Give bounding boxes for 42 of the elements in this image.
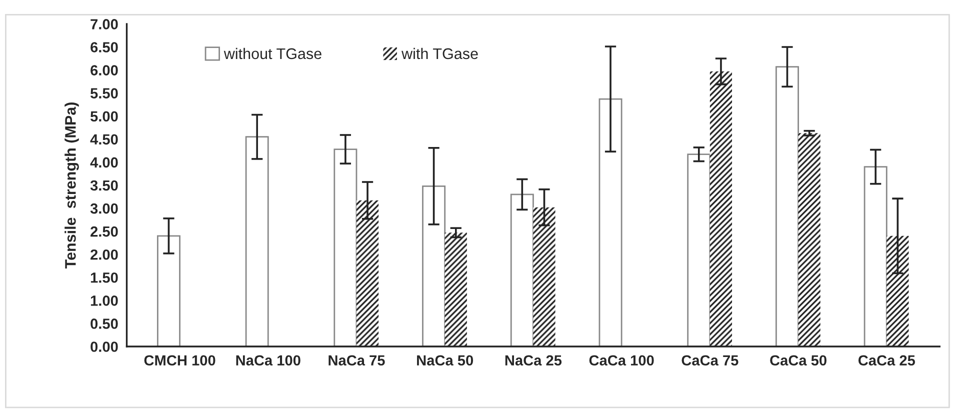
bar bbox=[886, 236, 909, 346]
y-axis-title: Tensile strength (MPa) bbox=[64, 102, 79, 269]
y-tick-label: 4.50 bbox=[90, 134, 118, 145]
y-tick-label: 4.00 bbox=[90, 157, 118, 168]
y-tick-label: 2.50 bbox=[90, 226, 118, 237]
y-tick-label: 1.00 bbox=[90, 296, 118, 306]
bar bbox=[710, 71, 732, 346]
x-tick-label: NaCa 100 bbox=[236, 355, 300, 366]
x-tick-label: CaCa 75 bbox=[682, 355, 738, 366]
y-tick-label: 7.00 bbox=[90, 19, 118, 30]
bar bbox=[776, 66, 799, 346]
bar bbox=[334, 148, 358, 346]
x-tick-label: CaCa 50 bbox=[770, 355, 826, 366]
bar bbox=[245, 136, 269, 346]
bar bbox=[798, 133, 820, 346]
bar bbox=[864, 166, 888, 346]
y-tick-label: 5.50 bbox=[90, 88, 118, 98]
x-tick-label: CaCa 25 bbox=[858, 355, 916, 366]
y-tick-label: 5.00 bbox=[90, 111, 118, 122]
y-tick-label: 0.00 bbox=[90, 342, 118, 352]
y-tick-label: 6.50 bbox=[90, 42, 118, 52]
y-tick-label: 3.50 bbox=[90, 180, 118, 191]
bar bbox=[156, 235, 180, 346]
y-tick-label: 3.00 bbox=[90, 203, 118, 214]
x-tick-label: NaCa 75 bbox=[328, 355, 385, 366]
y-tick-label: 2.00 bbox=[90, 249, 118, 260]
y-tick-label: 0.50 bbox=[90, 318, 118, 329]
bar bbox=[422, 185, 446, 346]
bar bbox=[598, 98, 622, 346]
x-tick-label: CMCH 100 bbox=[144, 355, 216, 366]
bar bbox=[687, 154, 711, 346]
y-tick-label: 1.50 bbox=[90, 272, 118, 283]
bar bbox=[533, 207, 556, 346]
legend-label: with TGase bbox=[402, 48, 478, 60]
x-tick-label: CaCa 100 bbox=[589, 355, 654, 366]
x-tick-label: NaCa 25 bbox=[505, 355, 562, 366]
bar bbox=[510, 194, 534, 346]
bar bbox=[356, 200, 379, 346]
legend-label: without TGase bbox=[224, 48, 322, 60]
x-tick-label: NaCa 50 bbox=[417, 355, 474, 366]
y-tick-label: 6.00 bbox=[90, 65, 118, 76]
bar bbox=[444, 232, 467, 346]
